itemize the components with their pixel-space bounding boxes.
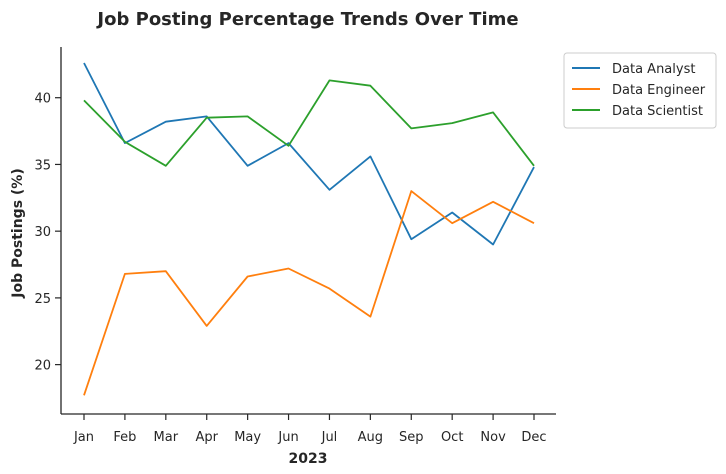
y-tick-label: 40 (34, 92, 51, 107)
series-line-data-analyst (83, 62, 535, 246)
x-tick-label: May (234, 430, 261, 445)
chart-title: Job Posting Percentage Trends Over Time (95, 9, 518, 30)
x-tick-label: Feb (113, 430, 136, 445)
y-axis-label: Job Postings (%) (10, 168, 26, 298)
x-tick-label: Mar (154, 430, 179, 445)
x-tick-label: Jan (73, 430, 94, 445)
legend-label: Data Analyst (612, 62, 695, 77)
x-tick-label: Jun (277, 430, 298, 445)
legend-box (563, 52, 717, 129)
legend-label: Data Engineer (612, 83, 706, 98)
x-tick-label: Jul (321, 430, 338, 445)
x-tick-label: Dec (521, 430, 546, 445)
legend-label: Data Scientist (612, 104, 703, 119)
series-line-data-engineer (83, 190, 535, 396)
legend: Data Analyst Data Engineer Data Scientist (563, 52, 717, 129)
x-tick-label: Nov (480, 430, 506, 445)
x-tick-label: Sep (399, 430, 424, 445)
y-tick-label: 30 (34, 225, 51, 240)
axes: 20 25 30 35 40 Jan Feb Mar Apr May Jun Jul Aug Sep Oct… (34, 47, 556, 445)
y-tick-label: 25 (34, 292, 51, 307)
x-axis-label: 2023 (289, 451, 328, 467)
x-tick-label: Aug (358, 430, 383, 445)
series-lines (83, 62, 535, 396)
y-tick-label: 35 (34, 158, 51, 173)
y-tick-label: 20 (34, 359, 51, 374)
x-tick-label: Apr (195, 430, 218, 445)
series-line-data-scientist (83, 79, 535, 167)
x-tick-label: Oct (441, 430, 463, 445)
